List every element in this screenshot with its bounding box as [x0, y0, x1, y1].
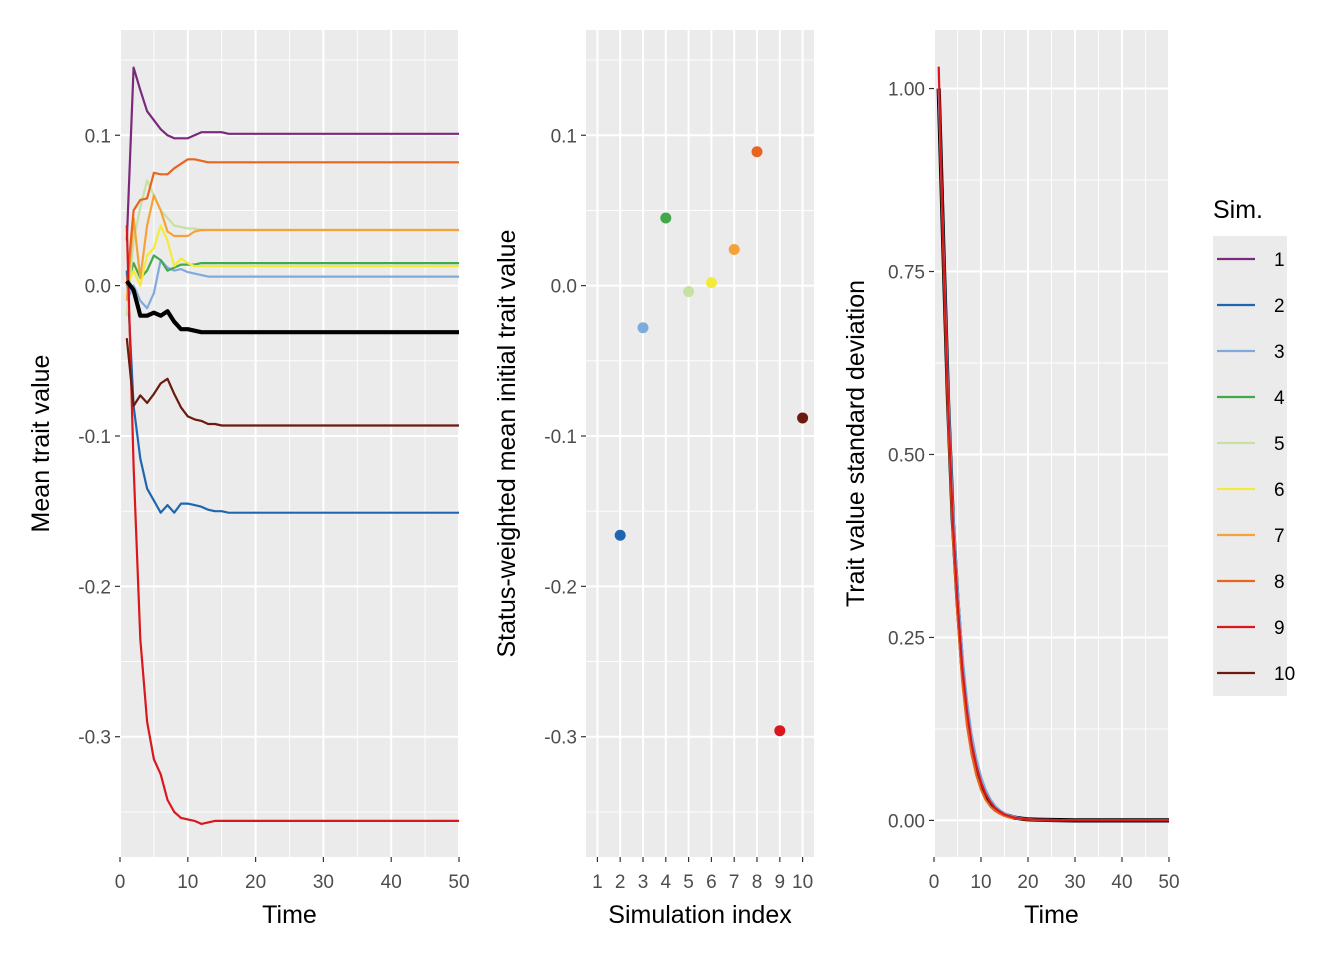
legend-label-sim-3: 3 — [1274, 342, 1285, 363]
y-tick-label: -0.1 — [78, 427, 111, 448]
legend-title: Sim. — [1213, 196, 1263, 224]
x-tick-label: 5 — [683, 872, 694, 893]
series-line-sim-9 — [937, 66, 1169, 822]
legend-label-sim-4: 4 — [1274, 388, 1285, 409]
y-tick-label: -0.3 — [544, 728, 577, 749]
y-tick-label: 0.25 — [888, 628, 925, 649]
x-tick-label: 20 — [245, 872, 266, 893]
x-tick-label: 1 — [592, 872, 603, 893]
legend-label-sim-8: 8 — [1274, 572, 1285, 593]
y-tick-label: 1.00 — [888, 80, 925, 101]
series-line-sim-9 — [125, 225, 459, 826]
scatter-point-sim-4 — [660, 212, 672, 224]
plot-area — [614, 146, 809, 737]
x-tick-label: 2 — [615, 872, 626, 893]
legend-label-sim-9: 9 — [1274, 618, 1285, 639]
y-tick-label: -0.2 — [544, 577, 577, 598]
series-line-sim-3 — [125, 259, 459, 310]
scatter-point-sim-10 — [797, 412, 809, 424]
plot-area — [125, 66, 459, 826]
legend-label-sim-2: 2 — [1274, 296, 1285, 317]
x-tick-label: 50 — [1158, 872, 1179, 893]
plot-area — [936, 66, 1169, 823]
series-line-sim-6 — [125, 224, 459, 287]
panel-3 — [929, 30, 1170, 862]
series-line-sim-1 — [125, 66, 459, 241]
scatter-point-sim-9 — [774, 725, 786, 737]
panel-background — [586, 30, 814, 857]
scatter-point-sim-2 — [614, 529, 626, 541]
y-tick-label: 0.1 — [551, 126, 577, 147]
x-tick-label: 0 — [929, 872, 940, 893]
y-axis-title: Trait value standard deviation — [842, 280, 870, 607]
y-axis-title: Mean trait value — [27, 355, 55, 533]
x-tick-label: 10 — [970, 872, 991, 893]
legend-label-sim-6: 6 — [1274, 480, 1285, 501]
y-tick-label: -0.3 — [78, 728, 111, 749]
series-line-sim-8 — [125, 158, 459, 286]
scatter-point-sim-7 — [728, 244, 740, 256]
series-line-sim-2 — [125, 270, 459, 514]
y-tick-label: 0.75 — [888, 263, 925, 284]
x-tick-label: 0 — [115, 872, 126, 893]
legend — [1213, 236, 1287, 696]
y-tick-label: -0.1 — [544, 427, 577, 448]
y-tick-label: 0.0 — [551, 277, 577, 298]
legend-key-background — [1213, 236, 1287, 696]
series-line-sim-7 — [125, 194, 459, 301]
scatter-point-sim-6 — [705, 277, 717, 289]
x-tick-label: 30 — [313, 872, 334, 893]
y-axis-title: Status-weighted mean initial trait value — [493, 229, 521, 657]
panel-2 — [581, 30, 814, 862]
legend-label-sim-7: 7 — [1274, 526, 1285, 547]
y-tick-label: 0.00 — [888, 811, 925, 832]
series-line-mean — [125, 279, 459, 335]
x-tick-label: 8 — [752, 872, 763, 893]
x-tick-label: 10 — [792, 872, 813, 893]
x-tick-label: 40 — [381, 872, 402, 893]
panel-1 — [115, 30, 460, 862]
x-tick-label: 7 — [729, 872, 740, 893]
y-tick-label: 0.0 — [85, 277, 111, 298]
x-axis-title: Time — [262, 901, 317, 929]
x-tick-label: 30 — [1064, 872, 1085, 893]
legend-label-sim-10: 10 — [1274, 664, 1295, 685]
x-tick-label: 4 — [661, 872, 672, 893]
x-tick-label: 6 — [706, 872, 717, 893]
scatter-point-sim-8 — [751, 146, 763, 158]
legend-label-sim-5: 5 — [1274, 434, 1285, 455]
x-tick-label: 3 — [638, 872, 649, 893]
legend-label-sim-1: 1 — [1274, 250, 1285, 271]
x-axis-title: Time — [1024, 901, 1079, 929]
y-tick-label: -0.2 — [78, 577, 111, 598]
scatter-point-sim-3 — [637, 322, 649, 334]
scatter-point-sim-5 — [683, 286, 695, 298]
y-tick-label: 0.1 — [85, 126, 111, 147]
x-axis-title: Simulation index — [608, 901, 792, 929]
series-line-sim-10 — [125, 338, 459, 427]
x-tick-label: 40 — [1111, 872, 1132, 893]
x-tick-label: 9 — [775, 872, 786, 893]
y-tick-label: 0.50 — [888, 445, 925, 466]
x-tick-label: 50 — [448, 872, 469, 893]
x-tick-label: 10 — [177, 872, 198, 893]
x-tick-label: 20 — [1017, 872, 1038, 893]
